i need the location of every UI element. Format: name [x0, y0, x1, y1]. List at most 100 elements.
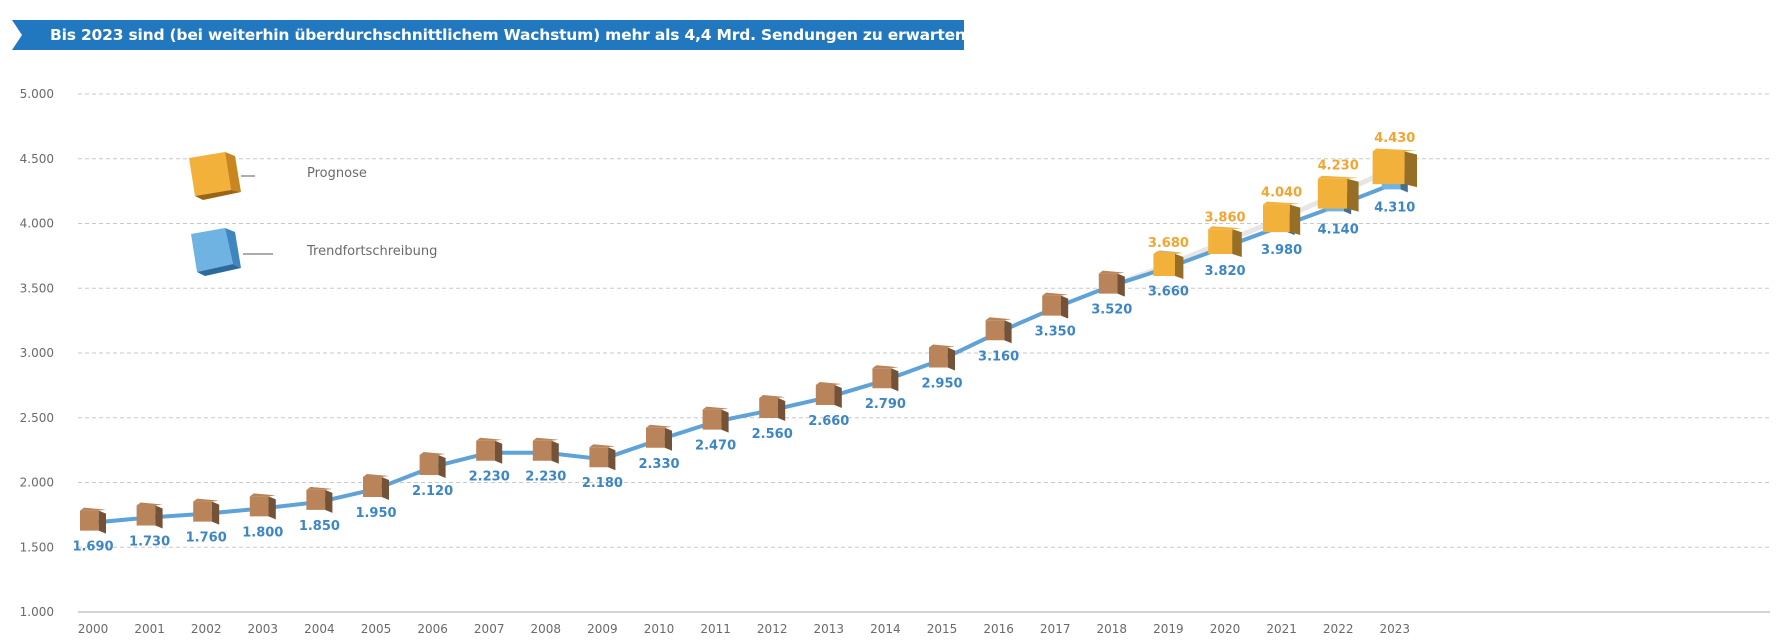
forecast-box-marker-face	[1153, 250, 1184, 254]
data-box-marker	[193, 498, 220, 525]
y-tick-label: 1.500	[20, 540, 54, 554]
forecast-box-marker-face	[1263, 201, 1301, 205]
forecast-box-marker-face	[1317, 175, 1359, 179]
x-tick-label: 2016	[983, 622, 1014, 636]
trend-data-label: 1.730	[129, 534, 170, 549]
data-box-marker	[815, 382, 842, 409]
data-box-marker	[306, 486, 333, 513]
x-tick-label: 2023	[1380, 622, 1411, 636]
data-box-marker-face	[363, 473, 389, 477]
trend-data-label: 2.230	[469, 470, 510, 485]
forecast-box-marker	[1153, 250, 1184, 279]
data-box-marker-face	[249, 493, 276, 497]
trend-data-label: 2.950	[921, 376, 962, 391]
data-box-marker-face	[1060, 295, 1069, 319]
data-box-marker-face	[136, 505, 156, 526]
orange-box-icon	[189, 152, 255, 200]
x-tick-label: 2020	[1210, 622, 1241, 636]
forecast-box-marker-face	[1232, 229, 1242, 257]
trend-data-label: 1.760	[186, 531, 227, 546]
data-box-marker-face	[777, 397, 786, 421]
data-box-marker	[249, 493, 276, 520]
legend-forecast-label: Prognose	[307, 166, 367, 181]
forecast-box-marker-face	[1208, 229, 1233, 254]
trend-data-label: 2.230	[525, 470, 566, 485]
data-box-marker-face	[551, 440, 559, 464]
trend-data-label: 2.330	[638, 457, 679, 472]
trend-data-label: 2.660	[808, 414, 849, 429]
data-box-marker	[419, 451, 446, 478]
data-box-marker-face	[891, 368, 899, 392]
x-tick-label: 2000	[78, 622, 109, 636]
data-box-marker-face	[929, 344, 955, 348]
forecast-box-marker-face	[1372, 148, 1417, 152]
trend-data-label: 3.820	[1204, 264, 1245, 279]
data-box-marker-face	[929, 347, 948, 368]
data-box-marker-face	[702, 406, 729, 410]
y-tick-label: 1.000	[20, 605, 54, 619]
x-tick-label: 2014	[870, 622, 901, 636]
trend-data-label: 3.980	[1261, 243, 1302, 258]
data-box-marker-face	[834, 385, 842, 409]
data-box-marker-face	[438, 454, 446, 478]
data-box-marker	[702, 406, 729, 433]
data-box-marker-face	[249, 496, 269, 517]
data-box-marker-face	[702, 409, 722, 430]
y-tick-label: 4.000	[20, 217, 54, 231]
data-box-marker-face	[419, 454, 439, 475]
data-box-marker-face	[1098, 270, 1125, 274]
x-tick-label: 2015	[927, 622, 958, 636]
x-tick-label: 2013	[814, 622, 845, 636]
trend-data-label: 1.690	[72, 540, 113, 555]
data-box-marker-face	[1098, 273, 1118, 294]
data-box-marker	[589, 444, 616, 471]
x-tick-label: 2019	[1153, 622, 1184, 636]
data-box-marker	[136, 502, 163, 529]
trend-data-label: 3.520	[1091, 303, 1132, 318]
x-tick-label: 2018	[1097, 622, 1128, 636]
data-box-marker-face	[589, 447, 609, 468]
data-box-marker-face	[815, 385, 835, 406]
data-box-marker-face	[476, 440, 495, 461]
data-box-marker-face	[1042, 292, 1069, 296]
trend-data-label: 3.350	[1035, 325, 1076, 340]
forecast-box-marker-face	[1347, 178, 1359, 212]
forecast-box-marker	[1372, 148, 1417, 188]
x-tick-label: 2006	[417, 622, 448, 636]
x-tick-label: 2012	[757, 622, 788, 636]
data-box-marker-face	[589, 444, 616, 448]
data-box-marker-face	[363, 476, 382, 497]
x-tick-label: 2011	[700, 622, 731, 636]
data-box-marker-face	[947, 347, 955, 371]
x-tick-label: 2017	[1040, 622, 1071, 636]
data-box-marker-face	[759, 394, 786, 398]
forecast-box-marker-face	[1372, 151, 1405, 185]
forecast-data-label: 3.680	[1148, 236, 1189, 251]
x-tick-label: 2001	[134, 622, 165, 636]
data-box-marker-face	[136, 502, 163, 506]
data-box-marker-face	[815, 382, 842, 386]
data-box-marker-face	[476, 437, 503, 441]
data-box-marker-face	[306, 489, 326, 510]
data-box-marker-face	[646, 424, 672, 428]
data-box-marker-face	[494, 440, 503, 464]
data-box-marker-face	[985, 320, 1005, 341]
data-box-marker-face	[381, 476, 389, 500]
data-box-marker-face	[872, 365, 899, 369]
data-box-marker-face	[419, 451, 446, 455]
data-box-marker	[646, 424, 672, 451]
trend-data-label: 1.800	[242, 525, 283, 540]
forecast-box-marker-face	[1289, 204, 1301, 235]
data-box-marker-face	[1004, 320, 1012, 344]
x-tick-label: 2007	[474, 622, 505, 636]
forecast-box-marker	[1208, 226, 1242, 257]
legend-trend-line	[243, 253, 273, 255]
data-box-marker-face	[98, 510, 106, 534]
forecast-box-marker-face	[1317, 178, 1348, 209]
data-box-marker-face	[193, 498, 220, 502]
trend-data-label: 4.310	[1374, 200, 1415, 215]
y-tick-label: 5.000	[20, 87, 54, 101]
data-box-marker-face	[80, 507, 106, 511]
x-tick-label: 2005	[361, 622, 392, 636]
data-box-marker-face	[155, 505, 163, 529]
